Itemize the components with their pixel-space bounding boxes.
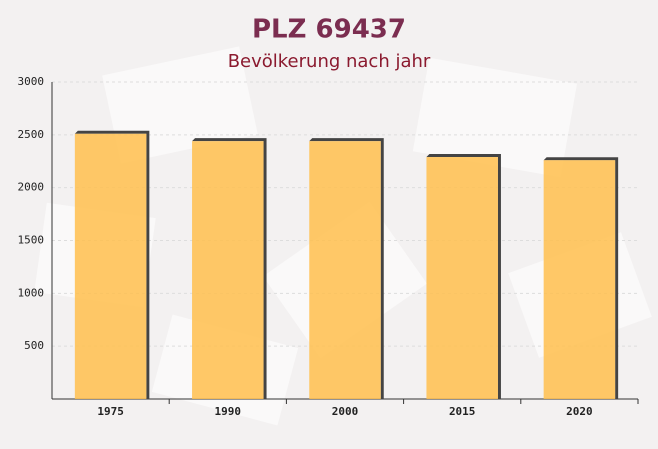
x-tick-label: 1990 <box>215 405 242 418</box>
y-tick-label: 2000 <box>18 181 45 194</box>
x-tick-label: 2000 <box>332 405 359 418</box>
y-tick-label: 500 <box>24 339 44 352</box>
y-tick-label: 1500 <box>18 234 45 247</box>
bar <box>543 160 616 399</box>
y-tick-label: 1000 <box>18 286 45 299</box>
chart-subtitle: Bevölkerung nach jahr <box>228 51 431 72</box>
y-tick-label: 2500 <box>18 128 45 141</box>
bar <box>74 133 147 399</box>
x-tick-label: 2020 <box>566 405 593 418</box>
x-tick-label: 2015 <box>449 405 476 418</box>
chart-title: PLZ 69437 <box>252 15 406 45</box>
y-tick-label: 3000 <box>18 75 45 88</box>
bar <box>192 141 264 399</box>
x-tick-label: 1975 <box>97 405 124 418</box>
bar <box>309 141 381 399</box>
bar <box>426 157 498 399</box>
